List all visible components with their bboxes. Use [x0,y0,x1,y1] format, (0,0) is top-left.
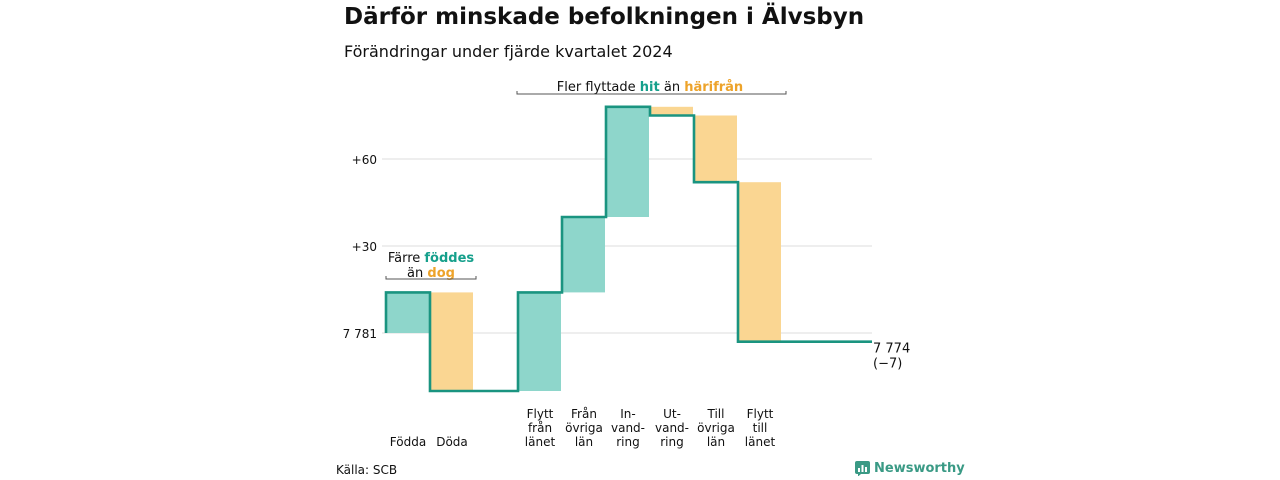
annotation-births-text: än dog [407,266,455,281]
annotation-births-text: Färre föddes [388,251,475,266]
x-label-deaths: Döda [436,435,468,449]
bar-to-county [739,182,781,342]
newsworthy-logo-text: Newsworthy [874,461,965,476]
source-note: Källa: SCB [336,463,398,477]
bar-deaths [431,292,473,391]
chart-title: Därför minskade befolkningen i Älvsbyn [344,4,865,30]
x-label-from-county: Flytt från länet [525,407,556,449]
annotation-births-bracket [385,276,477,280]
x-label-immigration: In-vand-ring [611,407,645,449]
x-label-to-county: Flytt till länet [745,407,776,449]
chart-subtitle: Förändringar under fjärde kvartalet 2024 [344,42,673,61]
change-label: (−7) [873,356,902,371]
end-value-label: 7 774 [873,341,910,356]
newsworthy-logo: Newsworthy [855,461,965,476]
x-label-births: Födda [390,435,426,449]
annotation-moves-bracket [516,91,787,95]
bar-births [387,292,429,333]
bar-to-other-counties [695,115,737,183]
bar-immigration [607,106,649,217]
annotation-moves-text: Fler flyttade hit än härifrån [557,80,743,95]
y-tick-label: 7 781 [343,327,377,341]
y-tick-label: +60 [352,153,377,167]
bar-from-other-counties [563,217,605,293]
bar-emigration [651,106,693,116]
bar-from-county [519,292,561,391]
step-line [384,105,872,393]
x-label-to-other-counties: Till övriga län [697,407,735,449]
x-label-from-other-counties: Från övriga län [565,407,603,449]
y-tick-label: +30 [352,240,377,254]
newsworthy-logo-icon [855,461,870,476]
x-label-emigration: Ut-vand-ring [655,407,689,449]
